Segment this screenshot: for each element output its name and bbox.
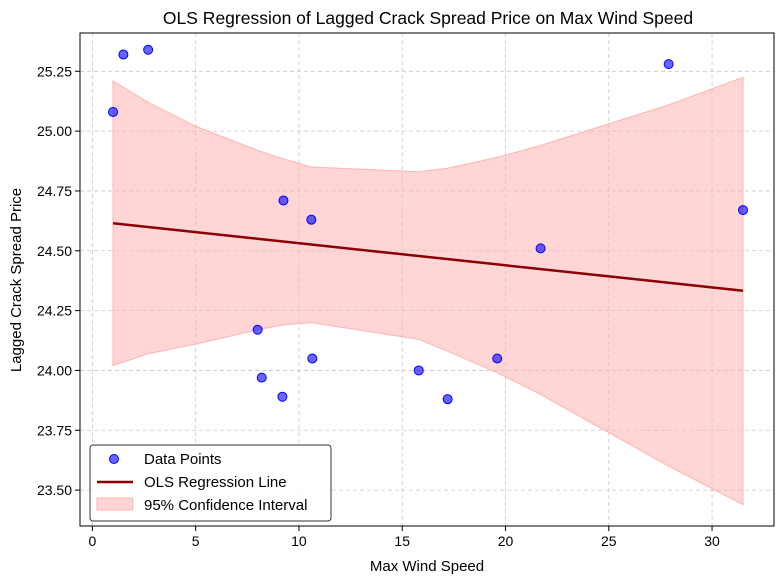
y-tick-label: 24.25 bbox=[37, 303, 72, 319]
x-axis-ticks: 0 5 10 15 20 25 30 bbox=[88, 526, 720, 549]
y-tick-label: 23.75 bbox=[37, 422, 72, 438]
y-tick-label: 23.50 bbox=[37, 482, 72, 498]
x-tick-label: 0 bbox=[88, 533, 96, 549]
legend-box bbox=[89, 444, 332, 522]
x-tick-label: 5 bbox=[192, 533, 200, 549]
data-point bbox=[252, 324, 263, 335]
data-point bbox=[277, 391, 288, 402]
data-point bbox=[535, 243, 546, 254]
x-tick-label: 25 bbox=[601, 533, 617, 549]
y-tick-label: 25.00 bbox=[37, 123, 72, 139]
y-tick-label: 25.25 bbox=[37, 63, 72, 79]
y-axis-ticks: 23.50 23.75 24.00 24.25 24.50 24.75 25.00 25.25 bbox=[37, 63, 80, 498]
y-tick-label: 24.75 bbox=[37, 183, 72, 199]
chart-title: OLS Regression of Lagged Crack Spread Pr… bbox=[163, 8, 693, 28]
legend-label-band: 95% Confidence Interval bbox=[144, 497, 307, 514]
data-point bbox=[413, 365, 424, 376]
data-point bbox=[442, 394, 453, 405]
regression-line bbox=[112, 222, 744, 292]
y-tick-label: 24.00 bbox=[37, 362, 72, 378]
legend-marker-band bbox=[96, 497, 134, 511]
x-tick-label: 15 bbox=[394, 533, 410, 549]
data-point bbox=[278, 195, 289, 206]
data-point bbox=[738, 205, 749, 216]
data-point bbox=[306, 214, 317, 225]
legend-label-line: OLS Regression Line bbox=[144, 474, 287, 491]
data-points-layer bbox=[108, 44, 749, 405]
data-point bbox=[256, 372, 267, 383]
x-tick-label: 30 bbox=[704, 533, 720, 549]
plot-frame bbox=[79, 32, 775, 527]
x-tick-label: 10 bbox=[291, 533, 307, 549]
data-point bbox=[307, 353, 318, 364]
data-point bbox=[143, 44, 154, 55]
y-tick-label: 24.50 bbox=[37, 243, 72, 259]
legend: Data Points OLS Regression Line 95% Conf… bbox=[89, 444, 332, 522]
data-point bbox=[118, 49, 129, 60]
x-axis-title: Max Wind Speed bbox=[370, 558, 484, 575]
regression-line-layer bbox=[112, 222, 744, 292]
legend-label-points: Data Points bbox=[144, 451, 222, 468]
data-point bbox=[663, 59, 674, 70]
y-axis-title: Lagged Crack Spread Price bbox=[8, 188, 25, 372]
legend-marker-points bbox=[109, 454, 119, 464]
x-tick-label: 20 bbox=[498, 533, 514, 549]
data-point bbox=[108, 106, 119, 117]
data-point bbox=[492, 353, 503, 364]
